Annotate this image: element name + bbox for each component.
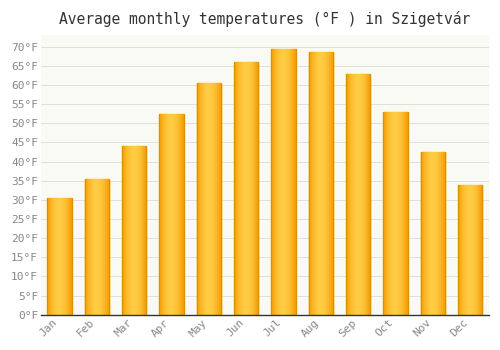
Title: Average monthly temperatures (°F ) in Szigetvár: Average monthly temperatures (°F ) in Sz… (60, 11, 470, 27)
